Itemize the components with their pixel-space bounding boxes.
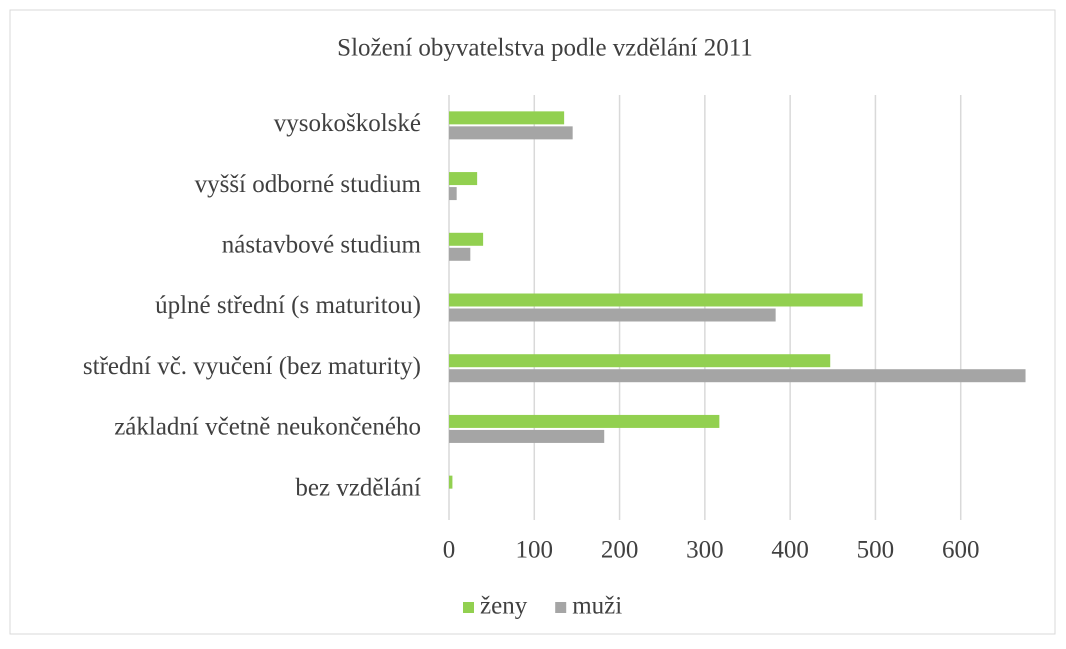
bar <box>449 126 573 140</box>
x-tick-label: 100 <box>516 537 554 564</box>
bar <box>449 187 457 201</box>
y-tick-label: vyšší odborné studium <box>195 171 422 198</box>
x-tick-label: 300 <box>686 537 724 564</box>
bar <box>449 111 565 125</box>
bar <box>449 475 453 489</box>
x-tick-label: 600 <box>942 537 980 564</box>
legend-swatch <box>463 602 474 613</box>
chart-title: Složení obyvatelstva podle vzdělání 2011 <box>337 35 753 62</box>
x-tick-label: 400 <box>771 537 809 564</box>
legend-label: ženy <box>480 593 528 620</box>
legend-label: muži <box>572 593 622 620</box>
bar <box>449 369 1026 383</box>
x-tick-label: 200 <box>601 537 639 564</box>
y-tick-label: bez vzdělání <box>295 474 421 501</box>
x-tick-label: 0 <box>443 537 456 564</box>
bar <box>449 247 471 261</box>
y-tick-label: střední vč. vyučení (bez maturity) <box>83 353 421 380</box>
x-tick-label: 500 <box>857 537 895 564</box>
y-tick-label: nástavbové studium <box>222 232 422 259</box>
bar <box>449 293 863 307</box>
y-tick-label: vysokoškolské <box>274 110 421 137</box>
bar <box>449 354 831 368</box>
bar <box>449 308 776 322</box>
bar <box>449 232 484 246</box>
bar <box>449 172 478 186</box>
y-tick-label: úplné střední (s maturitou) <box>155 292 421 319</box>
bar <box>449 414 720 428</box>
legend-swatch <box>555 602 567 613</box>
y-tick-label: základní včetně neukončeného <box>114 414 421 441</box>
bar <box>449 429 605 443</box>
